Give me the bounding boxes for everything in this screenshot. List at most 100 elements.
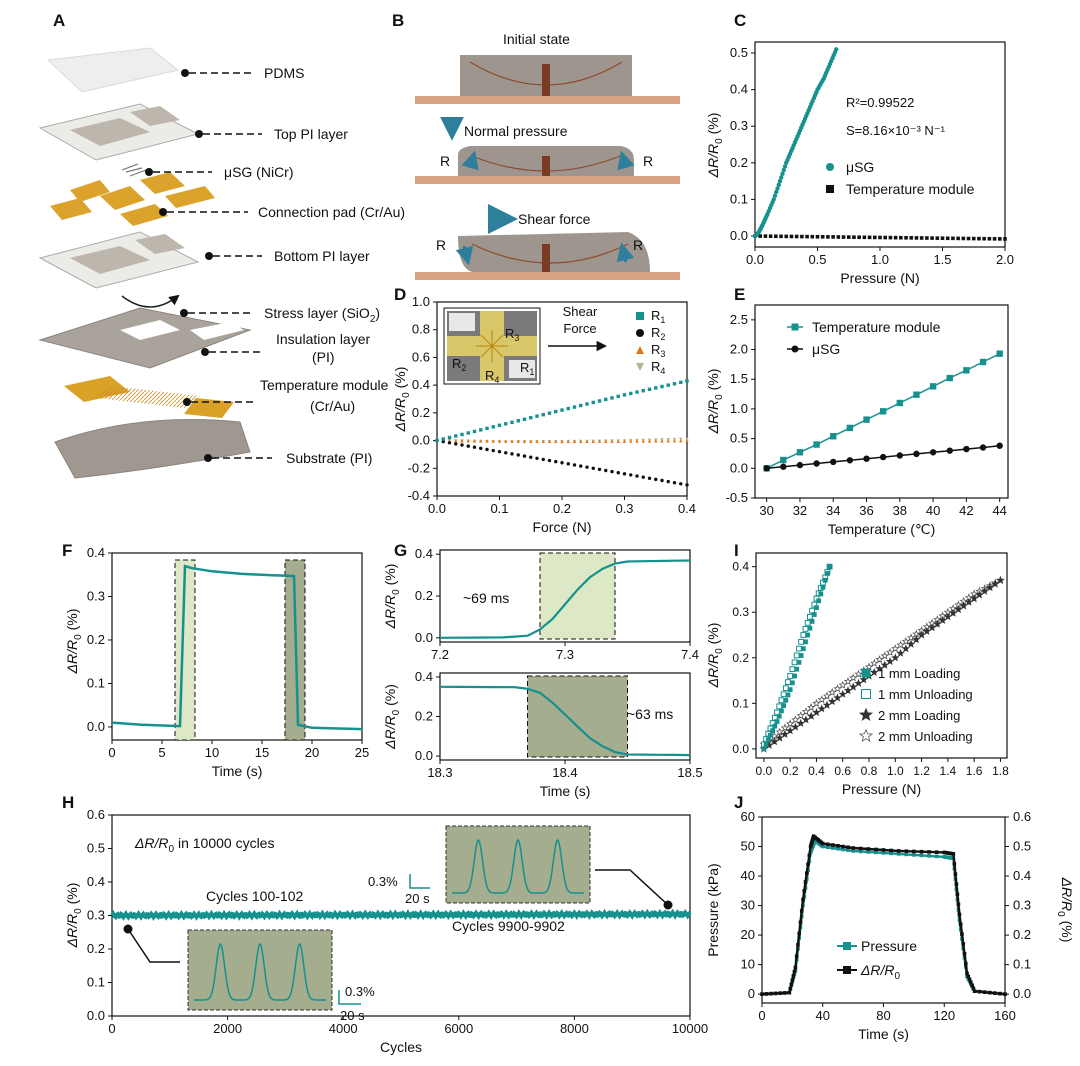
D-point-R2 [497, 449, 502, 454]
I-point [980, 586, 989, 595]
D-ylabel-main: ΔR/R [392, 398, 408, 433]
base-plate-1 [415, 96, 680, 104]
I-point [885, 656, 895, 665]
device-shear [458, 232, 650, 272]
D-point-R2 [666, 479, 670, 484]
D-point-R2 [654, 477, 658, 482]
D-legend-marker [636, 346, 644, 354]
D-xtick-label: 0.2 [553, 501, 571, 516]
label-r-right-shear: R [633, 237, 643, 253]
panel-C-chart: C 0.0 0.5 1.0 1.5 2.0 0.0 0.1 0.2 0.3 0.4 0.5 Pressu… [705, 11, 1014, 286]
H-xtick-label: 4000 [329, 1021, 358, 1036]
C-temp-point [951, 236, 955, 241]
I-point [785, 726, 795, 735]
F-ytick-label: 0.0 [87, 719, 105, 734]
H-title-rest: in 10000 cycles [174, 835, 274, 851]
I-point [791, 659, 798, 666]
C-temp-point [997, 237, 1002, 241]
C-usg-point [771, 197, 776, 202]
I-point [781, 703, 786, 709]
label-r-left-normal: R [440, 153, 450, 169]
J-point [846, 848, 850, 853]
D-point-R2 [622, 472, 627, 476]
C-temp-point [888, 235, 893, 240]
D-inset-label-main: R [505, 326, 514, 341]
D-point-R3 [616, 439, 620, 443]
D-point-R3 [641, 439, 645, 443]
C-temp-point [805, 234, 809, 239]
C-temp-point [836, 235, 841, 239]
J-point [787, 990, 792, 995]
J-point [970, 983, 974, 988]
J-point [764, 992, 769, 996]
J-ylabel-right-unit: (%) [1059, 917, 1075, 943]
D-point-R3 [535, 439, 539, 443]
C-temp-point [966, 236, 971, 241]
D-point-R1 [491, 425, 495, 429]
D-point-R2 [679, 482, 683, 486]
J-point [889, 848, 893, 853]
J-ytick-right-label: 0.5 [1013, 839, 1031, 854]
G2-ytick-label: 0.0 [415, 748, 433, 763]
I-xtick-label: 0.0 [756, 764, 773, 778]
J-point [969, 980, 973, 985]
D-point-R2 [566, 462, 570, 466]
I-point [818, 591, 824, 597]
D-inset-window [449, 313, 475, 331]
J-legend-marker [843, 966, 851, 974]
F-ylabel: ΔR/R0 (%) [64, 609, 84, 675]
I-point [854, 678, 863, 687]
label-stress-layer: Stress layer (SiO2) [264, 305, 380, 325]
D-ylabel-unit: (%) [392, 367, 408, 393]
J-point [961, 942, 966, 946]
D-inset-window [509, 360, 535, 378]
D-point-R3 [497, 439, 502, 443]
G2-ytick-label: 0.4 [415, 669, 433, 684]
D-inset-gauge-line [480, 334, 493, 347]
G2-ytick-label: 0.2 [415, 709, 433, 724]
D-inset-label-sub: 1 [529, 367, 534, 377]
C-xtick-label: 0.0 [746, 252, 764, 267]
D-legend-marker [636, 312, 644, 320]
C-ytick-label: 0.3 [730, 118, 748, 133]
J-point [799, 909, 804, 913]
J-point [807, 853, 812, 858]
I-point [927, 623, 937, 632]
panel-letter-G: G [394, 541, 407, 560]
J-point [866, 847, 871, 851]
I-point [906, 639, 916, 648]
D-point-R3 [547, 439, 552, 444]
D-inset-label: R4 [485, 368, 499, 385]
D-point-R3 [679, 438, 683, 443]
F-ytick-label: 0.4 [87, 545, 105, 560]
I-ylabel-unit: (%) [705, 623, 721, 649]
connection-pad-shape [50, 172, 215, 226]
label-pdms: PDMS [264, 65, 304, 81]
D-point-R2 [522, 454, 527, 458]
C-temp-point [935, 236, 940, 240]
J-point [956, 902, 961, 907]
label-shear-force: Shear force [518, 211, 591, 227]
D-xtick-label: 0.4 [678, 501, 696, 516]
G2-ylabel: ΔR/R0 (%) [382, 684, 402, 750]
F-ylabel-unit: (%) [64, 609, 80, 635]
D-legend-label: R2 [651, 325, 665, 342]
E-legend-usg: μSG [812, 341, 840, 357]
panel-letter-A: A [53, 11, 65, 30]
I-point [833, 684, 842, 693]
I-point [801, 707, 811, 716]
J-point [841, 847, 845, 852]
I-point [825, 571, 830, 576]
D-point-R1 [610, 396, 614, 400]
I-point [770, 728, 776, 734]
I-point [768, 732, 773, 738]
D-point-R1 [547, 411, 552, 415]
D-point-R2 [610, 469, 614, 474]
I-point [901, 636, 911, 645]
I-point [785, 719, 795, 728]
J-point [982, 990, 987, 994]
E-point [846, 457, 854, 464]
E-point [996, 350, 1003, 357]
D-point-R3 [610, 439, 614, 443]
C-legend-temp-marker [826, 185, 834, 193]
